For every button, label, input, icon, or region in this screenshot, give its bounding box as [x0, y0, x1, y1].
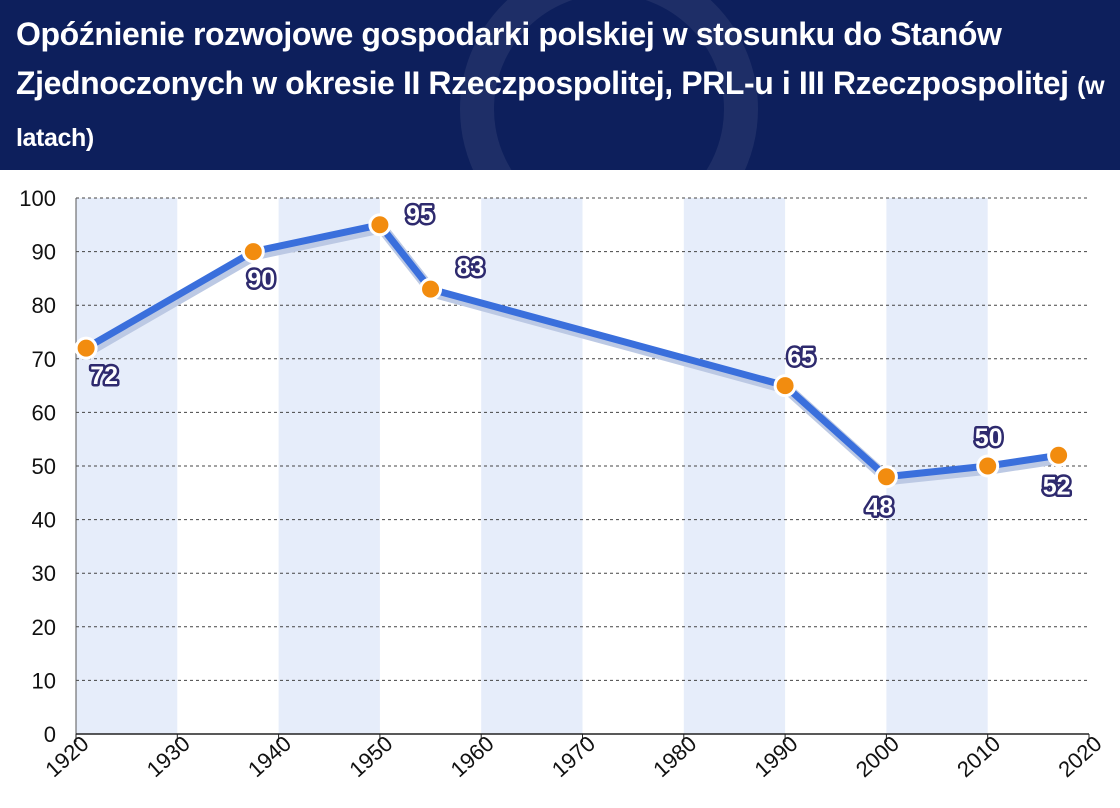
y-tick-label-10: 10: [32, 668, 56, 693]
data-points: [74, 213, 1071, 489]
y-tick-labels: 0 10 20 30 40 50 60 70 80 90 100: [19, 186, 56, 747]
data-point-3: [419, 277, 443, 301]
y-tick-label-40: 40: [32, 508, 56, 533]
series-line-group: [82, 221, 1067, 486]
data-labels: 72 90 95 83 65 48 50 52: [88, 198, 1073, 524]
decade-band-3: [683, 198, 786, 734]
x-tick-label-2020: 2020: [1053, 731, 1106, 782]
chart-title: Opóźnienie rozwojowe gospodarki polskiej…: [16, 10, 1106, 163]
data-label-2: 95: [406, 201, 434, 229]
x-tick-label-1980: 1980: [648, 731, 701, 782]
series-line: [82, 221, 1063, 481]
axes: [75, 198, 1090, 742]
data-label-7: 52: [1043, 472, 1071, 500]
chart-title-unit: (w latach): [16, 72, 1105, 152]
data-point-1: [241, 240, 265, 264]
x-tick-label-1930: 1930: [142, 731, 195, 782]
data-point-0: [74, 336, 98, 360]
y-tick-label-50: 50: [32, 454, 56, 479]
x-tick-label-1990: 1990: [750, 731, 803, 782]
chart-title-main: Opóźnienie rozwojowe gospodarki polskiej…: [16, 16, 1069, 101]
data-label-3: 83: [457, 254, 485, 282]
data-label-4: 65: [787, 344, 815, 372]
data-label-6: 50: [975, 424, 1003, 452]
x-tick-label-1970: 1970: [547, 731, 600, 782]
data-point-2: [368, 213, 392, 237]
data-point-7: [1047, 443, 1071, 467]
y-tick-label-0: 0: [44, 722, 56, 747]
data-point-5: [874, 465, 898, 489]
x-tick-label-2010: 2010: [952, 731, 1005, 782]
x-tick-label-1950: 1950: [344, 731, 397, 782]
data-label-0: 72: [90, 362, 118, 390]
y-tick-label-30: 30: [32, 561, 56, 586]
data-label-5: 48: [865, 494, 893, 522]
x-tick-labels: 1920 1930 1940 1950 1960 1970 1980 1990 2000 2010…: [40, 731, 1106, 782]
y-tick-label-80: 80: [32, 293, 56, 318]
data-point-6: [976, 454, 1000, 478]
x-tick-label-1940: 1940: [243, 731, 296, 782]
x-tick-label-2000: 2000: [851, 731, 904, 782]
y-tick-label-90: 90: [32, 240, 56, 265]
x-tick-label-1960: 1960: [446, 731, 499, 782]
y-tick-label-70: 70: [32, 347, 56, 372]
data-point-4: [773, 374, 797, 398]
data-label-1: 90: [247, 266, 275, 294]
y-tick-label-100: 100: [19, 186, 56, 211]
y-tick-label-20: 20: [32, 615, 56, 640]
chart-header: Opóźnienie rozwojowe gospodarki polskiej…: [0, 0, 1120, 170]
y-tick-label-60: 60: [32, 400, 56, 425]
